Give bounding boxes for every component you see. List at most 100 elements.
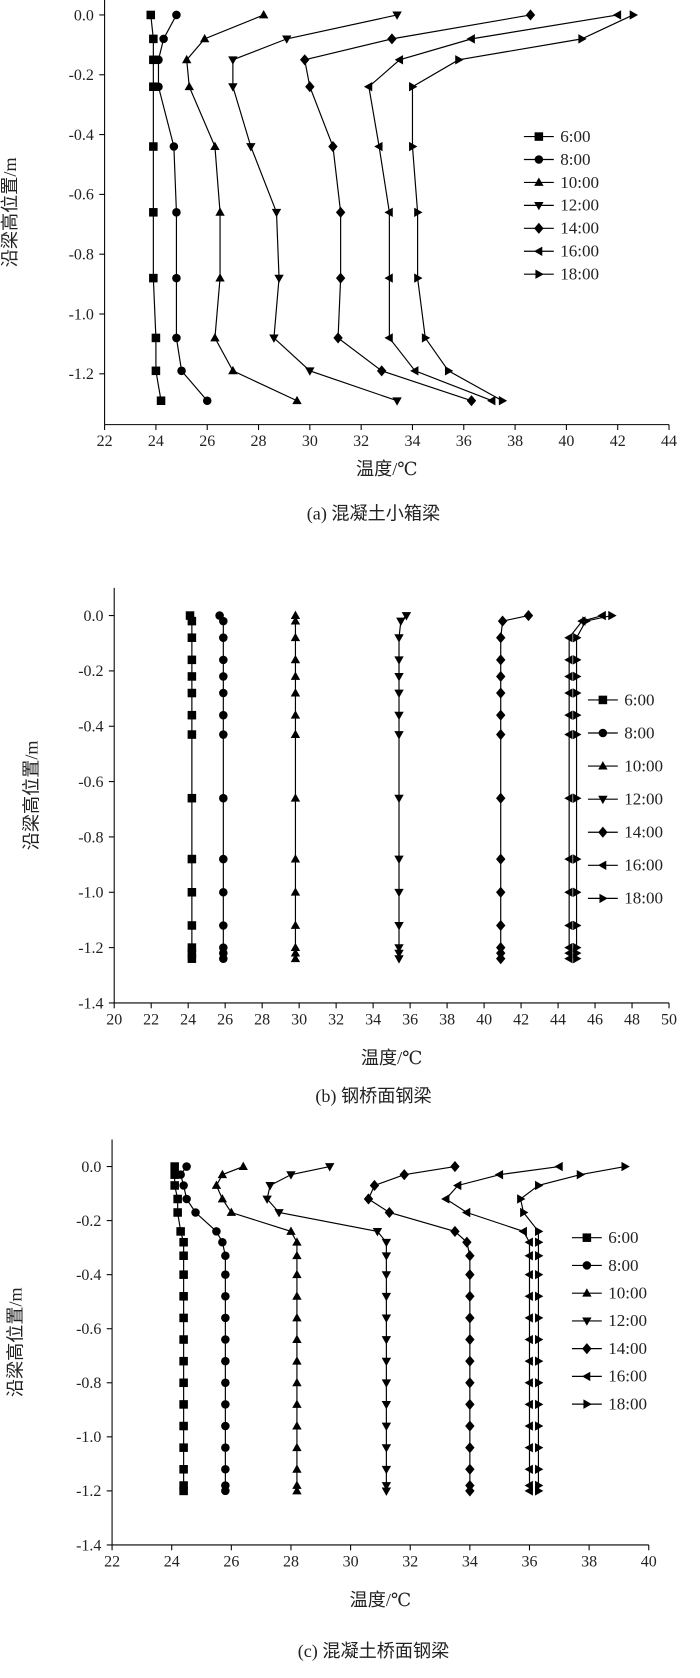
data-point	[219, 655, 228, 665]
legend-marker	[598, 728, 608, 738]
data-point	[535, 1486, 544, 1496]
data-point	[414, 207, 423, 218]
data-point	[221, 1400, 230, 1409]
data-point	[466, 395, 477, 407]
y-tick-label: 0.0	[74, 7, 94, 24]
data-point	[450, 1225, 460, 1237]
data-point	[535, 1269, 544, 1280]
legend-marker	[534, 201, 544, 211]
data-point	[274, 1209, 284, 1218]
data-point	[179, 1443, 188, 1452]
data-point	[271, 208, 282, 218]
x-axis-label: 温度/℃	[350, 1590, 412, 1610]
data-point	[394, 955, 404, 964]
x-tick-label: 36	[521, 1553, 537, 1570]
data-point	[292, 1291, 302, 1300]
data-point	[535, 1464, 544, 1474]
series-line	[568, 615, 603, 959]
data-point	[465, 1290, 475, 1302]
data-point	[535, 1291, 544, 1301]
legend-label: 18:00	[624, 889, 663, 908]
data-point	[465, 1250, 475, 1262]
legend-marker	[582, 1343, 592, 1355]
x-tick-label: 30	[302, 433, 318, 450]
data-point	[292, 1313, 302, 1322]
y-tick-label: -1.2	[76, 1483, 101, 1500]
data-point	[290, 920, 301, 929]
data-point	[335, 206, 346, 218]
data-point	[215, 273, 225, 282]
data-point	[564, 729, 573, 740]
data-point	[394, 689, 404, 698]
data-point	[211, 1180, 222, 1189]
data-point	[292, 1237, 302, 1246]
data-point	[172, 208, 181, 217]
data-point	[212, 1227, 221, 1236]
x-tick-label: 24	[148, 433, 164, 450]
data-point	[219, 688, 228, 698]
legend-label: 6:00	[624, 690, 654, 709]
data-point	[187, 921, 197, 930]
data-point	[496, 792, 506, 804]
y-tick-label: -0.6	[69, 187, 94, 204]
data-point	[292, 1334, 302, 1343]
data-point	[372, 1228, 383, 1237]
data-point	[381, 1465, 392, 1475]
data-point	[286, 1171, 296, 1180]
data-point	[179, 1292, 188, 1301]
legend-label: 16:00	[624, 856, 663, 875]
data-point	[363, 82, 373, 92]
data-point	[524, 1399, 533, 1410]
data-point	[221, 1421, 230, 1431]
data-point	[290, 948, 301, 957]
data-point	[453, 1180, 462, 1191]
data-point	[564, 887, 573, 897]
data-point	[149, 34, 158, 44]
data-point	[182, 54, 192, 64]
x-tick-label: 38	[507, 433, 523, 450]
data-point	[179, 1181, 188, 1190]
data-point	[226, 1207, 237, 1216]
y-tick-label: 0.0	[81, 1159, 101, 1176]
legend-label: 8:00	[608, 1256, 638, 1275]
legend-marker	[598, 795, 608, 805]
data-point	[394, 922, 404, 931]
data-point	[290, 793, 301, 802]
x-tick-label: 40	[641, 1553, 657, 1570]
data-point	[387, 33, 397, 45]
legend-marker	[583, 1399, 592, 1409]
data-point	[384, 1206, 395, 1219]
data-point	[187, 710, 197, 720]
data-point	[187, 730, 197, 739]
data-point	[535, 1356, 544, 1366]
data-point	[290, 610, 301, 619]
data-point	[219, 887, 228, 897]
y-axis-label: 沿梁高位置/m	[21, 741, 41, 851]
data-point	[394, 711, 404, 721]
series-line	[398, 615, 407, 959]
data-point	[290, 632, 301, 642]
x-axis-label: 温度/℃	[356, 459, 418, 479]
data-point	[154, 55, 163, 65]
data-point	[292, 1269, 302, 1279]
data-point	[292, 1421, 302, 1430]
legend-label: 16:00	[608, 1367, 647, 1386]
data-point	[573, 953, 582, 964]
data-point	[496, 654, 506, 666]
data-point	[292, 1377, 302, 1387]
data-point	[305, 367, 315, 376]
data-point	[535, 1251, 544, 1261]
legend-label: 12:00	[560, 196, 599, 215]
data-point	[219, 672, 228, 681]
data-point	[518, 1226, 527, 1237]
data-point	[290, 729, 301, 738]
data-point	[290, 887, 301, 896]
x-tick-label: 20	[106, 1011, 122, 1028]
x-tick-label: 40	[558, 433, 574, 450]
x-tick-label: 28	[254, 1011, 270, 1028]
data-point	[187, 616, 197, 626]
data-point	[612, 10, 622, 20]
data-point	[184, 81, 194, 91]
data-point	[169, 142, 179, 151]
data-point	[179, 1270, 188, 1279]
